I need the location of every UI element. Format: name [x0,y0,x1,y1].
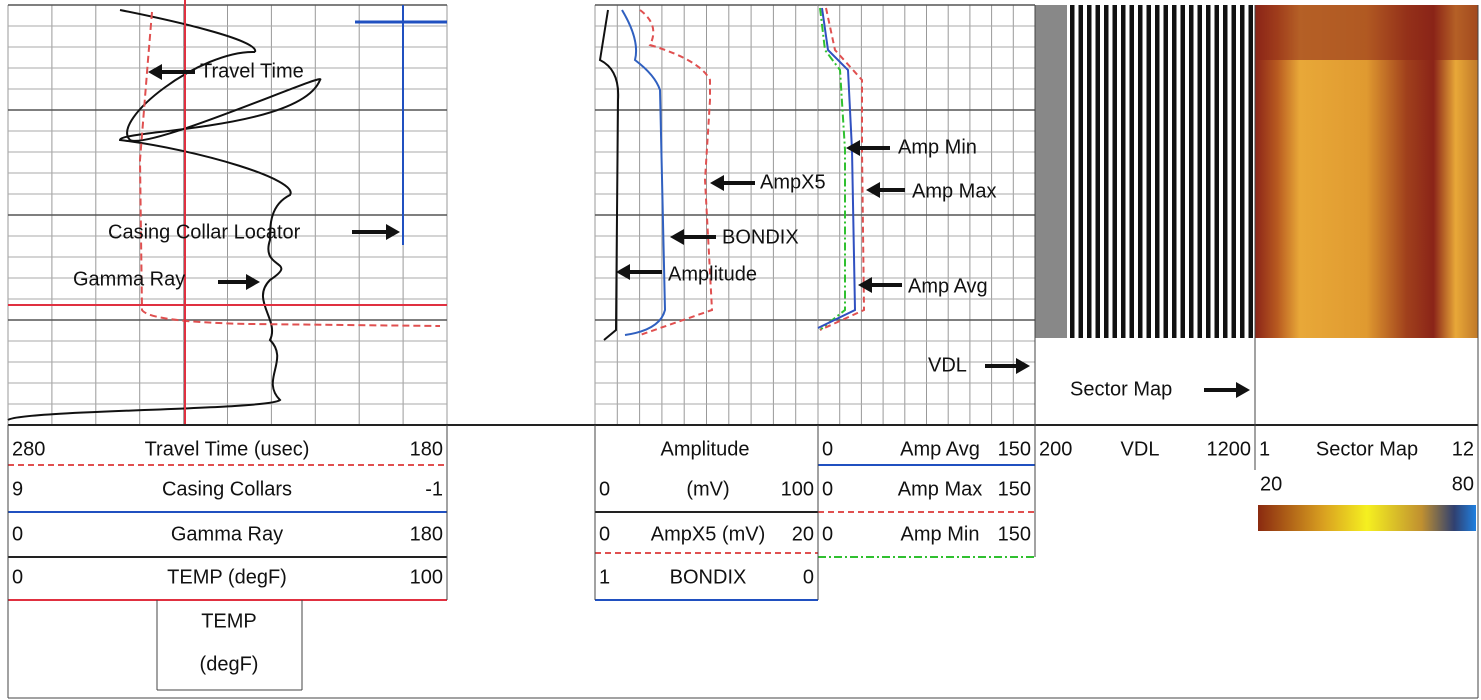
vdl-background [1035,5,1255,338]
vdl-stripe [1231,5,1236,338]
amp-max-curve [819,7,866,331]
bondix-curve [621,9,667,336]
curves [7,0,866,425]
label: Travel Time [200,60,304,82]
label: 0 [12,523,23,545]
label: Amp Min [901,523,980,545]
label: 0 [599,523,610,545]
label: 20 [1260,473,1282,495]
label: 280 [12,438,45,460]
label: Amplitude [661,438,750,460]
vdl-image [1035,5,1255,338]
vdl-stripe [1146,5,1151,338]
label: Amp Min [898,136,977,158]
label: Amp Max [912,180,996,202]
label: 180 [410,438,443,460]
arrows [148,64,1250,398]
label: TEMP (degF) [167,566,287,588]
label: AmpX5 [760,171,826,193]
label: 1 [599,566,610,588]
label: (degF) [200,653,259,675]
header-lines [7,5,1479,699]
label: Casing Collar Locator [108,221,301,243]
labels: Travel Time Casing Collar Locator Gamma Ra… [12,60,1474,675]
label: 0 [12,566,23,588]
sector-map-band [1255,5,1478,60]
vdl-stripe [1138,5,1143,338]
label: Sector Map [1316,438,1418,460]
vdl-stripe [1214,5,1219,338]
label: Amp Avg [900,438,980,460]
label: 180 [410,523,443,545]
label: 0 [822,438,833,460]
vdl-stripe [1112,5,1117,338]
amp-min-curve [819,7,846,331]
vdl-stripe [1087,5,1092,338]
sector-map-image [1255,5,1478,338]
label: 80 [1452,473,1474,495]
label: -1 [425,478,443,500]
label: Gamma Ray [171,523,283,545]
label: 1 [1259,438,1270,460]
label: Amplitude [668,263,757,285]
label: BONDIX [722,226,799,248]
amplitude-curve [598,9,620,341]
label: TEMP [201,610,257,632]
vdl-stripe [1172,5,1177,338]
vdl-stripe [1240,5,1245,338]
vdl-stripe [1223,5,1228,338]
color-scale [1258,505,1476,531]
label: 150 [998,438,1031,460]
label: Casing Collars [162,478,292,500]
vdl-stripe [1078,5,1083,338]
label: Gamma Ray [73,268,185,290]
label: 0 [803,566,814,588]
label: AmpX5 (mV) [651,523,765,545]
vdl-stripe [1129,5,1134,338]
label: 150 [998,478,1031,500]
label: BONDIX [670,566,747,588]
grid [7,4,1036,426]
amp-avg-curve [817,7,857,329]
label: 12 [1452,438,1474,460]
vdl-stripe [1104,5,1109,338]
vdl-stripe [1189,5,1194,338]
label: 20 [792,523,814,545]
vdl-stripe [1248,5,1253,338]
vdl-stripe [1121,5,1126,338]
vdl-stripe [1163,5,1168,338]
label: 0 [599,478,610,500]
label: Sector Map [1070,378,1172,400]
label: Amp Max [898,478,982,500]
label: 100 [781,478,814,500]
label: Travel Time (usec) [145,438,310,460]
vdl-stripe [1180,5,1185,338]
label: 100 [410,566,443,588]
vdl-stripe [1070,5,1075,338]
gamma-ray-curve [7,9,322,421]
ampx5-curve [639,9,714,336]
label: VDL [1121,438,1160,460]
label: 0 [822,523,833,545]
vdl-stripe [1206,5,1211,338]
vdl-stripe [1197,5,1202,338]
label: 0 [822,478,833,500]
label: 1200 [1207,438,1252,460]
label: Amp Avg [908,275,988,297]
vdl-noise [1035,5,1067,338]
travel-time-curve [138,11,441,327]
label: VDL [928,354,967,376]
label: 200 [1039,438,1072,460]
label: (mV) [686,478,729,500]
vdl-stripe [1095,5,1100,338]
label: 150 [998,523,1031,545]
vdl-stripe [1155,5,1160,338]
label: 9 [12,478,23,500]
